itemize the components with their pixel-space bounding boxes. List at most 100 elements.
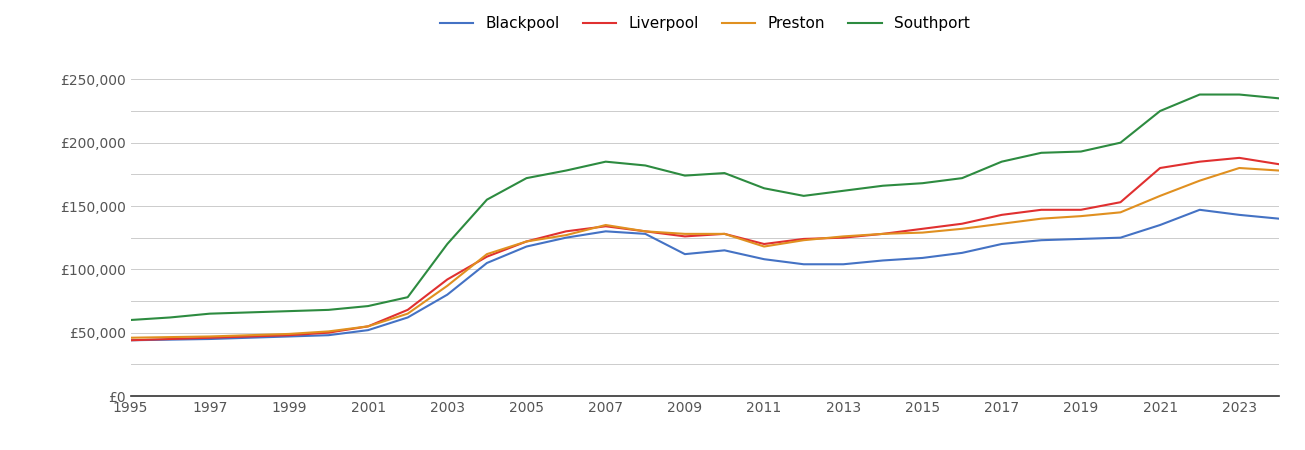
Southport xyxy=(954,176,970,181)
Blackpool xyxy=(1113,235,1129,240)
Blackpool xyxy=(559,235,574,240)
Liverpool xyxy=(716,231,732,237)
Preston xyxy=(440,283,455,288)
Liverpool xyxy=(757,241,773,247)
Southport xyxy=(716,171,732,176)
Blackpool xyxy=(1232,212,1248,217)
Southport xyxy=(479,197,495,202)
Blackpool xyxy=(440,292,455,297)
Blackpool xyxy=(241,335,257,341)
Liverpool xyxy=(399,307,415,313)
Southport xyxy=(1073,149,1088,154)
Blackpool xyxy=(281,334,296,339)
Blackpool xyxy=(123,338,138,343)
Southport xyxy=(677,173,693,178)
Preston xyxy=(716,231,732,237)
Blackpool xyxy=(518,244,534,249)
Preston xyxy=(202,334,218,339)
Preston xyxy=(479,252,495,257)
Blackpool xyxy=(994,241,1010,247)
Southport xyxy=(876,183,891,189)
Southport xyxy=(835,188,851,194)
Preston xyxy=(1191,178,1207,183)
Blackpool xyxy=(677,252,693,257)
Southport xyxy=(281,308,296,314)
Liverpool xyxy=(835,235,851,240)
Blackpool xyxy=(1073,236,1088,242)
Preston xyxy=(399,311,415,316)
Blackpool xyxy=(915,255,930,261)
Liverpool xyxy=(1034,207,1049,212)
Liverpool xyxy=(1271,162,1287,167)
Blackpool xyxy=(876,258,891,263)
Liverpool xyxy=(954,221,970,226)
Blackpool xyxy=(399,315,415,320)
Preston xyxy=(757,244,773,249)
Blackpool xyxy=(1034,238,1049,243)
Preston xyxy=(321,328,337,334)
Preston xyxy=(598,222,613,228)
Preston xyxy=(360,324,376,329)
Liverpool xyxy=(796,236,812,242)
Preston xyxy=(1073,213,1088,219)
Southport xyxy=(360,303,376,309)
Blackpool xyxy=(162,337,177,342)
Liverpool xyxy=(479,254,495,259)
Preston xyxy=(123,335,138,341)
Preston xyxy=(915,230,930,235)
Liverpool xyxy=(637,229,652,234)
Preston xyxy=(518,239,534,244)
Blackpool xyxy=(1271,216,1287,221)
Liverpool xyxy=(321,330,337,335)
Blackpool xyxy=(202,336,218,342)
Liverpool xyxy=(360,324,376,329)
Blackpool xyxy=(796,261,812,267)
Southport xyxy=(637,163,652,168)
Legend: Blackpool, Liverpool, Preston, Southport: Blackpool, Liverpool, Preston, Southport xyxy=(433,10,976,37)
Liverpool xyxy=(598,224,613,229)
Liverpool xyxy=(915,226,930,231)
Southport xyxy=(757,185,773,191)
Liverpool xyxy=(1152,165,1168,171)
Liverpool xyxy=(1232,155,1248,161)
Blackpool xyxy=(637,231,652,237)
Liverpool xyxy=(440,277,455,282)
Preston xyxy=(876,231,891,237)
Southport xyxy=(241,310,257,315)
Liverpool xyxy=(202,335,218,341)
Preston xyxy=(796,238,812,243)
Liverpool xyxy=(677,234,693,239)
Southport xyxy=(123,317,138,323)
Preston xyxy=(954,226,970,231)
Liverpool xyxy=(559,229,574,234)
Liverpool xyxy=(994,212,1010,217)
Southport xyxy=(321,307,337,313)
Southport xyxy=(162,315,177,320)
Blackpool xyxy=(716,248,732,253)
Southport xyxy=(796,193,812,198)
Preston xyxy=(835,234,851,239)
Preston xyxy=(1152,193,1168,198)
Southport xyxy=(598,159,613,164)
Southport xyxy=(1232,92,1248,97)
Southport xyxy=(1271,96,1287,101)
Southport xyxy=(915,180,930,186)
Southport xyxy=(440,241,455,247)
Line: Southport: Southport xyxy=(130,94,1279,320)
Line: Blackpool: Blackpool xyxy=(130,210,1279,340)
Preston xyxy=(677,231,693,237)
Preston xyxy=(162,334,177,340)
Liverpool xyxy=(281,333,296,338)
Southport xyxy=(399,294,415,300)
Southport xyxy=(559,168,574,173)
Blackpool xyxy=(757,256,773,262)
Preston xyxy=(281,331,296,337)
Preston xyxy=(994,221,1010,226)
Line: Preston: Preston xyxy=(130,168,1279,338)
Southport xyxy=(1191,92,1207,97)
Blackpool xyxy=(360,328,376,333)
Preston xyxy=(1034,216,1049,221)
Southport xyxy=(994,159,1010,164)
Preston xyxy=(559,233,574,238)
Liverpool xyxy=(162,336,177,342)
